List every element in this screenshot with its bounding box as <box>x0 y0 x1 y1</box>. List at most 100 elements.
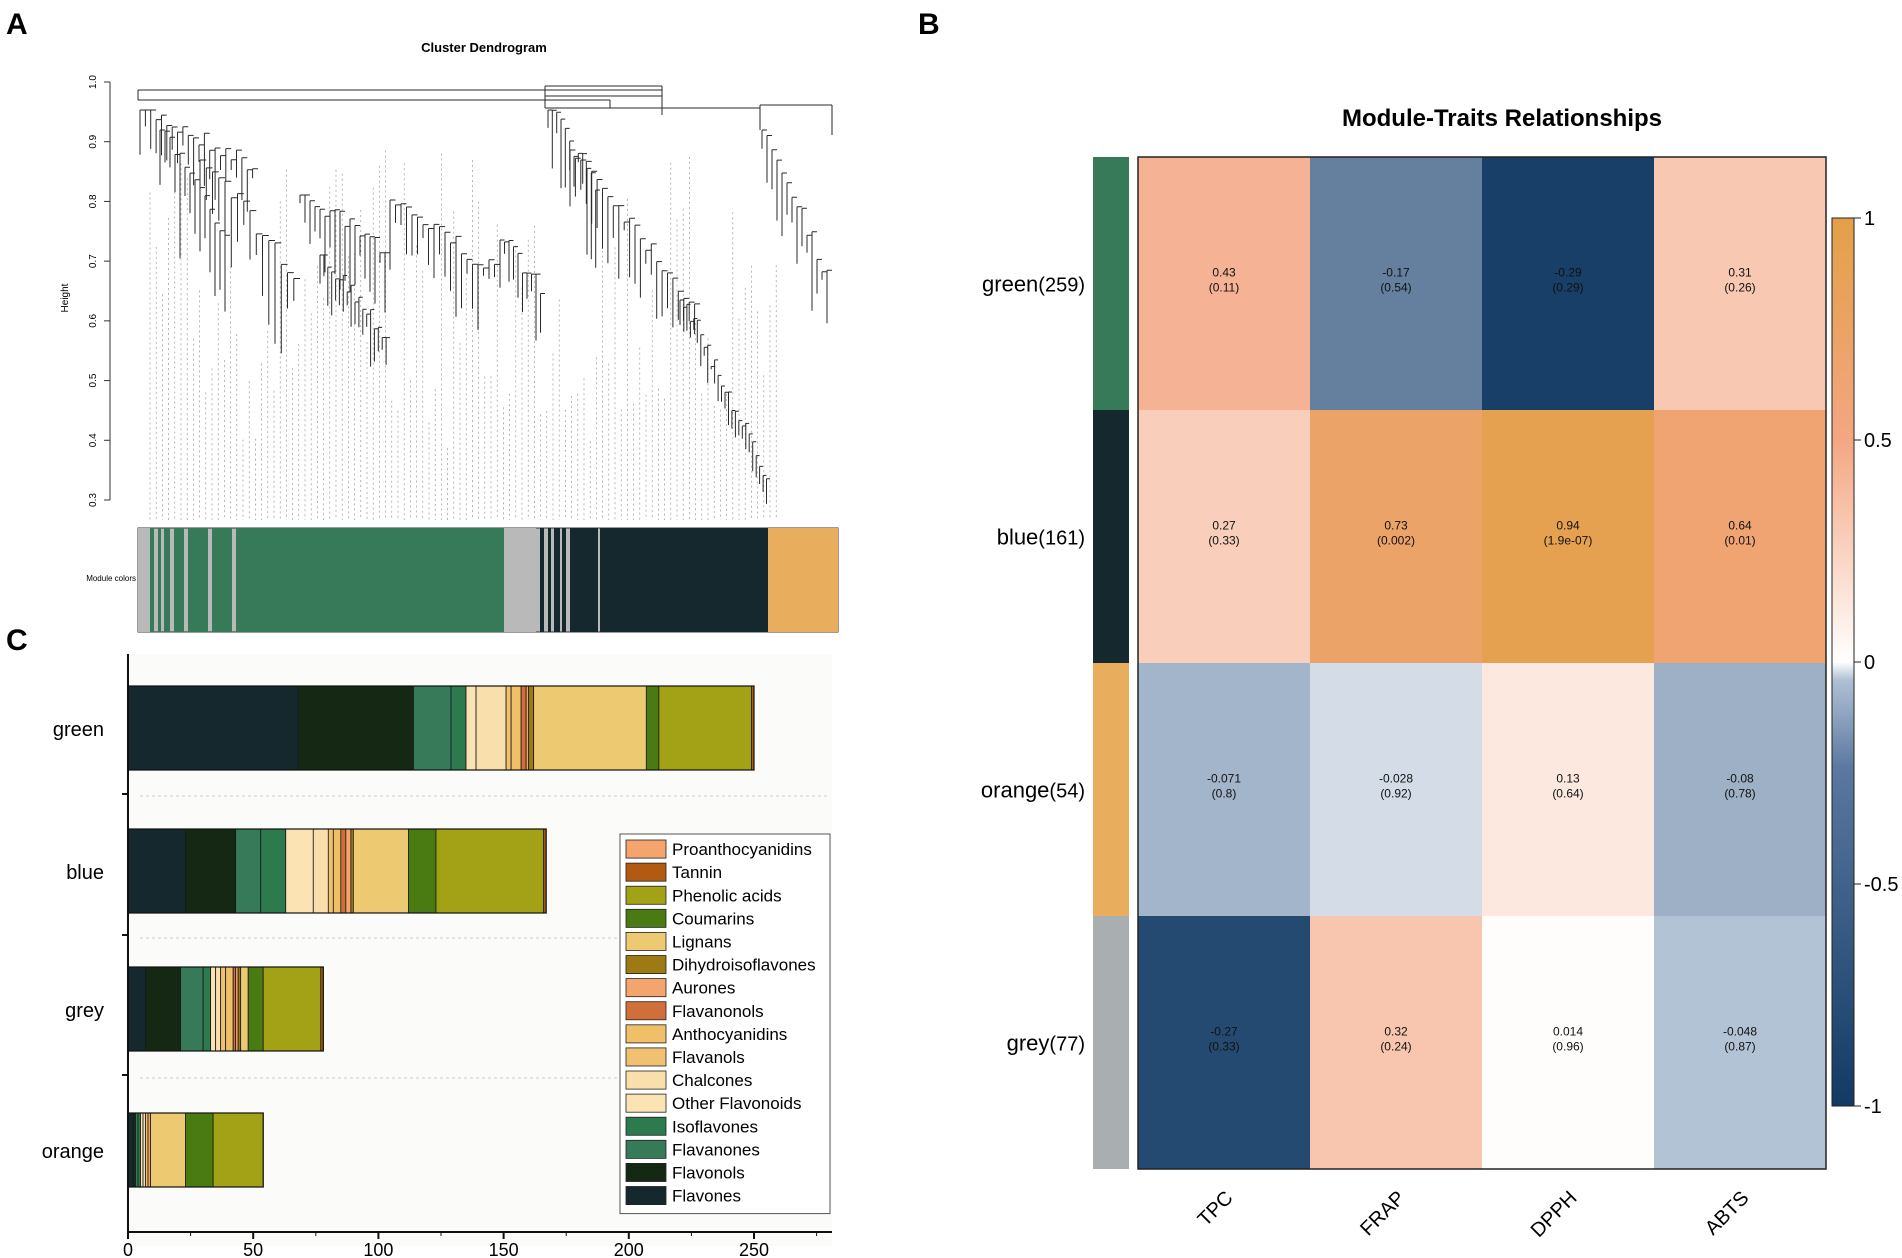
heatmap-cell-pvalue: (0.87) <box>1724 1040 1755 1054</box>
legend-swatch <box>625 1163 667 1182</box>
module-bar-segment <box>150 528 154 632</box>
heatmap-cell-value: 0.94 <box>1556 519 1580 533</box>
bar-segment-flavonols <box>145 966 181 1052</box>
bar-segment-lignans <box>352 828 409 914</box>
heatmap-cell-pvalue: (1.9e-07) <box>1544 534 1593 548</box>
category-label-orange: orange <box>42 1141 104 1163</box>
legend-label: Flavanols <box>672 1048 745 1067</box>
module-bar-segment <box>164 528 170 632</box>
dendrogram-tick-label: 0.8 <box>88 194 99 208</box>
bar-segment-flavanols <box>327 828 334 914</box>
module-bar-segment <box>174 528 184 632</box>
legend-label: Isoflavones <box>672 1117 758 1136</box>
heatmap-cell <box>1138 157 1310 410</box>
legend-swatch <box>625 1186 667 1206</box>
bar-segment-lignans <box>150 1112 186 1188</box>
legend-label: Aurones <box>672 979 735 998</box>
color-scale-label: -0.5 <box>1864 874 1898 896</box>
heatmap-cell <box>1482 916 1654 1169</box>
bar-segment-flavones <box>127 966 146 1052</box>
module-bar-segment <box>554 528 560 632</box>
panel-label-c: C <box>6 624 28 657</box>
module-strip-blue <box>1093 410 1129 663</box>
legend-label: Other Flavonoids <box>672 1094 801 1113</box>
heatmap-cell-value: -0.071 <box>1207 772 1241 786</box>
heatmap-cell-value: -0.29 <box>1554 266 1582 280</box>
heatmap-cell <box>1482 157 1654 410</box>
heatmap-cell <box>1654 157 1826 410</box>
heatmap-cell-value: 0.13 <box>1556 772 1580 786</box>
bar-segment-phenolic-acids <box>658 685 752 771</box>
dendrogram-tree <box>137 85 833 520</box>
legend-label: Dihydroisoflavones <box>672 956 816 975</box>
heatmap-cell-pvalue: (0.96) <box>1552 1040 1583 1054</box>
dendrogram-y-label: Height <box>60 283 71 312</box>
bar-segment-dihydroisoflavones <box>528 685 535 771</box>
legend-label: Lignans <box>672 933 732 952</box>
bar-segment-flavonols <box>185 828 237 914</box>
module-bar-segment <box>548 528 551 632</box>
category-label-blue: blue <box>66 862 104 884</box>
heatmap-cell-pvalue: (0.01) <box>1724 534 1755 548</box>
bar-segment-flavanols <box>505 685 512 771</box>
module-bar-segment <box>504 528 536 632</box>
bar-segment-flavanols <box>220 966 227 1052</box>
module-strip-orange <box>1093 663 1129 916</box>
heatmap-title: Module-Traits Relationships <box>1342 105 1662 132</box>
row-label-blue: blue(161) <box>997 525 1085 550</box>
color-scale-label: 0 <box>1864 652 1875 674</box>
bar-legend: Proanthocyanidins Tannin Phenolic acids Cou… <box>619 833 831 1215</box>
legend-swatch <box>625 908 667 928</box>
bar-segment-flavones <box>127 685 299 771</box>
legend-swatch <box>625 1070 667 1090</box>
stacked-bar-panel: green blue grey orange 0 50 100 150 200 250 Proan… <box>42 654 832 1258</box>
dendrogram-y-ticks: 0.3 0.4 0.5 0.6 0.7 0.8 0.9 1.0 <box>88 75 110 507</box>
color-scale-label: 1 <box>1864 208 1875 230</box>
bar-x-tick-label: 150 <box>489 1240 519 1258</box>
stacked-bars <box>127 685 755 1188</box>
row-label-green: green(259) <box>982 272 1085 297</box>
heatmap-cell <box>1482 663 1654 916</box>
panel-label-b: B <box>918 8 940 41</box>
bar-segment-flavanonols <box>520 685 527 771</box>
column-label: FRAP <box>1356 1187 1409 1240</box>
heatmap-cell <box>1654 410 1826 663</box>
heatmap-cell-pvalue: (0.11) <box>1209 281 1239 295</box>
bar-segment-coumarins <box>408 828 437 914</box>
dendrogram-leaf-guides <box>149 150 777 520</box>
heatmap-cell <box>1138 916 1310 1169</box>
heatmap-cell <box>1310 157 1482 410</box>
heatmap-cell-pvalue: (0.33) <box>1208 1040 1239 1054</box>
heatmap-cell-value: -0.028 <box>1379 772 1413 786</box>
heatmap-cell <box>1310 410 1482 663</box>
bar-segment-chalcones <box>312 828 329 914</box>
heatmap-cell-value: 0.31 <box>1728 266 1752 280</box>
legend-label: Chalcones <box>672 1071 752 1090</box>
bar-segment-anthocyanidins <box>225 966 234 1052</box>
heatmap-cell-value: 0.32 <box>1384 1025 1408 1039</box>
module-bar-segment <box>540 528 544 632</box>
module-bar-segment <box>138 528 150 632</box>
bar-segment-flavonols <box>297 685 414 771</box>
bar-x-tick-label: 250 <box>739 1240 769 1258</box>
legend-swatch <box>625 1093 667 1113</box>
heatmap-cell <box>1310 916 1482 1169</box>
module-bar-segment <box>562 528 566 632</box>
heatmap-cell-value: 0.014 <box>1553 1025 1583 1039</box>
module-bar-segment <box>768 528 838 632</box>
color-scale-label: 0.5 <box>1864 430 1892 452</box>
dendrogram-tick-label: 0.5 <box>88 373 99 387</box>
column-label: TPC <box>1194 1187 1238 1231</box>
dendrogram-panel: Cluster Dendrogram Height 0.30.40.50.60.… <box>60 40 839 633</box>
legend-swatch <box>625 862 667 882</box>
legend-label: Flavanones <box>672 1140 760 1159</box>
legend-label: Phenolic acids <box>672 886 782 905</box>
row-label-grey: grey(77) <box>1007 1031 1085 1056</box>
panel-label-a: A <box>6 8 28 41</box>
bar-segment-anthocyanidins <box>510 685 522 771</box>
heatmap-cell-pvalue: (0.92) <box>1380 787 1411 801</box>
legend-swatch <box>625 1024 667 1044</box>
heatmap-frame <box>1137 156 1827 1170</box>
legend-swatch <box>625 1116 667 1136</box>
